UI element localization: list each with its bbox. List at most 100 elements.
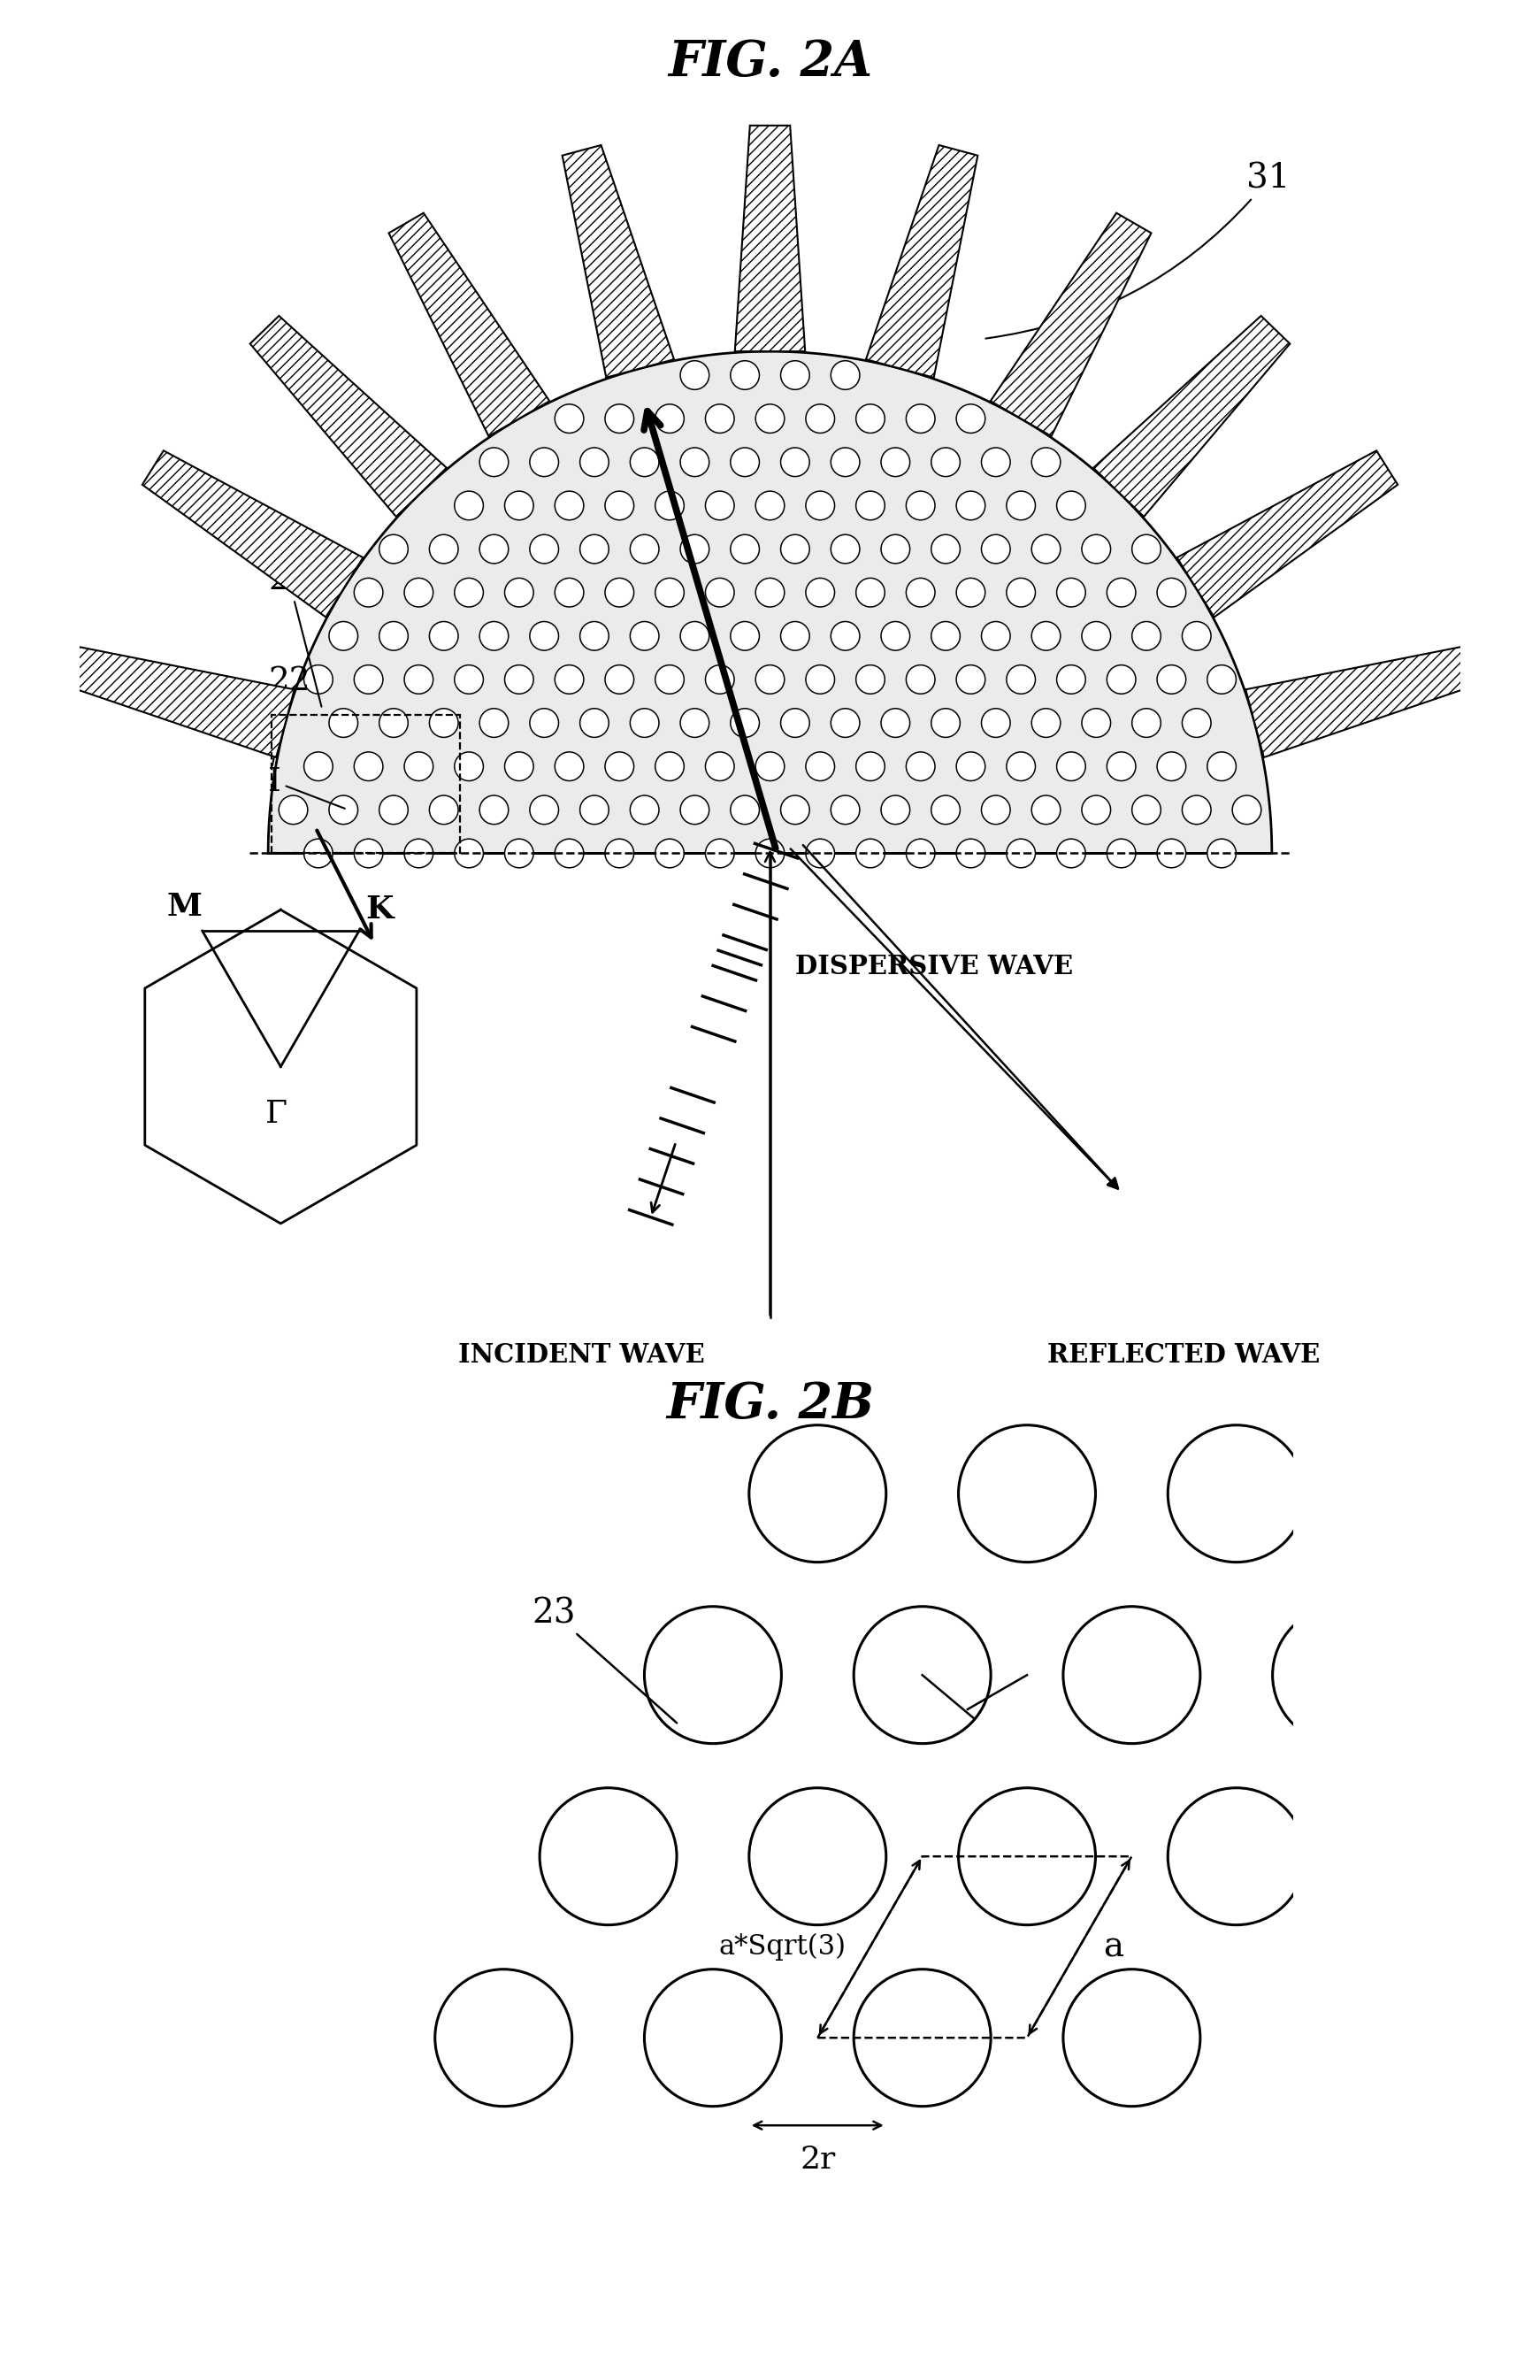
Circle shape [805, 838, 835, 869]
Circle shape [539, 1787, 676, 1925]
Circle shape [932, 709, 959, 738]
Circle shape [832, 795, 859, 823]
Circle shape [730, 447, 759, 476]
Circle shape [654, 752, 684, 781]
Circle shape [379, 709, 408, 738]
Circle shape [479, 536, 508, 564]
Circle shape [1007, 838, 1035, 869]
Circle shape [379, 536, 408, 564]
Circle shape [530, 795, 559, 823]
Circle shape [906, 405, 935, 433]
Circle shape [1157, 752, 1186, 781]
Text: a: a [1103, 1930, 1124, 1964]
Circle shape [958, 1426, 1095, 1561]
Circle shape [1207, 838, 1237, 869]
Circle shape [479, 447, 508, 476]
Circle shape [1107, 578, 1135, 607]
Circle shape [856, 405, 885, 433]
Circle shape [454, 490, 484, 519]
Circle shape [405, 752, 433, 781]
Circle shape [454, 664, 484, 695]
Circle shape [505, 838, 533, 869]
Circle shape [530, 536, 559, 564]
Circle shape [479, 795, 508, 823]
Circle shape [956, 838, 986, 869]
Circle shape [605, 664, 634, 695]
Circle shape [605, 405, 634, 433]
Circle shape [630, 709, 659, 738]
Circle shape [1032, 709, 1061, 738]
Text: INCIDENT WAVE: INCIDENT WAVE [459, 1342, 705, 1368]
Circle shape [881, 795, 910, 823]
Circle shape [1081, 536, 1110, 564]
Circle shape [1081, 795, 1110, 823]
Circle shape [956, 405, 986, 433]
Circle shape [748, 1426, 885, 1561]
Circle shape [530, 709, 559, 738]
Circle shape [881, 709, 910, 738]
Circle shape [505, 578, 533, 607]
Circle shape [932, 536, 959, 564]
Circle shape [805, 490, 835, 519]
Circle shape [906, 664, 935, 695]
Circle shape [730, 536, 759, 564]
Circle shape [1157, 664, 1186, 695]
Circle shape [354, 752, 383, 781]
Circle shape [303, 664, 333, 695]
Circle shape [454, 752, 484, 781]
Circle shape [681, 447, 708, 476]
Circle shape [1056, 490, 1086, 519]
Circle shape [1157, 838, 1186, 869]
Circle shape [554, 752, 584, 781]
Text: 31: 31 [986, 162, 1291, 338]
Circle shape [705, 752, 735, 781]
Polygon shape [1246, 645, 1478, 757]
Circle shape [956, 578, 986, 607]
Circle shape [956, 664, 986, 695]
Circle shape [430, 621, 459, 650]
Circle shape [1207, 664, 1237, 695]
Circle shape [654, 405, 684, 433]
Circle shape [681, 795, 708, 823]
Circle shape [330, 621, 357, 650]
Circle shape [781, 362, 810, 390]
Text: a*Sqrt(3): a*Sqrt(3) [719, 1933, 845, 1961]
Circle shape [505, 752, 533, 781]
Circle shape [932, 795, 959, 823]
Polygon shape [562, 145, 675, 378]
Circle shape [581, 709, 608, 738]
Circle shape [981, 621, 1010, 650]
Polygon shape [1177, 450, 1398, 616]
Circle shape [605, 752, 634, 781]
Text: M: M [168, 892, 203, 921]
Circle shape [705, 405, 735, 433]
Circle shape [330, 709, 357, 738]
Circle shape [956, 752, 986, 781]
Circle shape [881, 536, 910, 564]
Circle shape [705, 490, 735, 519]
Circle shape [832, 709, 859, 738]
Circle shape [644, 1607, 781, 1745]
Circle shape [832, 536, 859, 564]
Circle shape [605, 490, 634, 519]
Circle shape [756, 838, 784, 869]
Circle shape [781, 621, 810, 650]
Circle shape [756, 664, 784, 695]
Circle shape [805, 664, 835, 695]
Polygon shape [388, 212, 550, 436]
Text: 22: 22 [268, 666, 310, 766]
Circle shape [279, 795, 308, 823]
Circle shape [1272, 1607, 1409, 1745]
Text: 2r: 2r [799, 2144, 835, 2175]
Circle shape [354, 578, 383, 607]
Circle shape [853, 1607, 990, 1745]
Circle shape [781, 795, 810, 823]
Circle shape [681, 536, 708, 564]
Circle shape [1056, 838, 1086, 869]
Circle shape [805, 578, 835, 607]
Circle shape [1183, 709, 1210, 738]
Circle shape [756, 405, 784, 433]
Polygon shape [865, 145, 978, 378]
Circle shape [530, 621, 559, 650]
Circle shape [932, 447, 959, 476]
